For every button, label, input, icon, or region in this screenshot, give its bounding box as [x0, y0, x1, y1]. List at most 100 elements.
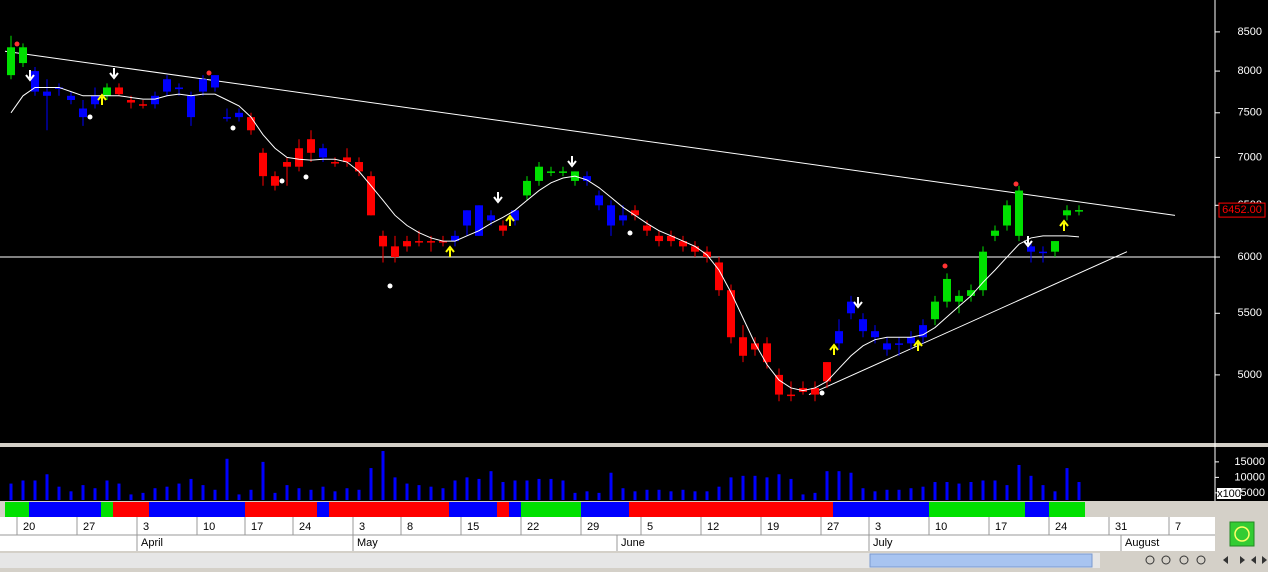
- x-tick-label: 7: [1175, 521, 1181, 533]
- volume-bar: [573, 492, 577, 500]
- volume-bar: [393, 477, 397, 500]
- volume-bar: [153, 488, 157, 500]
- trend-strip: [353, 502, 365, 517]
- candle-body: [799, 387, 807, 392]
- scroll-thumb[interactable]: [869, 553, 1093, 568]
- candle-body: [451, 235, 459, 242]
- trend-strip: [425, 502, 437, 517]
- candle-body: [1027, 246, 1035, 252]
- candle-body: [871, 331, 879, 338]
- candle-body: [1039, 251, 1047, 254]
- scroll-end-button[interactable]: [1251, 556, 1267, 564]
- volume-bar: [921, 486, 925, 500]
- candle-body: [19, 47, 27, 64]
- volume-bar: [1005, 485, 1009, 500]
- volume-bar: [717, 486, 721, 500]
- volume-bar: [285, 485, 289, 500]
- zoom-in-button[interactable]: [1196, 555, 1206, 565]
- zoom-in-button[interactable]: [1179, 555, 1189, 565]
- candle-body: [895, 343, 903, 345]
- trend-strip: [797, 502, 809, 517]
- x-tick-label: 31: [1115, 521, 1127, 533]
- scroll-right-button[interactable]: [1240, 556, 1245, 564]
- zoom-button[interactable]: [1161, 555, 1171, 565]
- trend-strip: [1049, 502, 1061, 517]
- candle-body: [811, 387, 819, 395]
- volume-bar: [993, 480, 997, 500]
- volume-bar: [357, 489, 361, 500]
- trend-strip: [773, 502, 785, 517]
- candle-body: [283, 162, 291, 167]
- trend-strip: [173, 502, 185, 517]
- candle-body: [187, 95, 195, 118]
- trend-strip: [89, 502, 101, 517]
- candle-body: [679, 241, 687, 247]
- volume-bar: [873, 491, 877, 500]
- candle-body: [943, 278, 951, 302]
- volume-bar: [201, 485, 205, 500]
- candle-body: [295, 148, 303, 167]
- scroll-left-button[interactable]: [1223, 556, 1228, 564]
- candle-body: [1075, 210, 1083, 212]
- volume-bar: [1017, 464, 1021, 500]
- volume-bar: [849, 472, 853, 500]
- trend-strip: [329, 502, 341, 517]
- candle-body: [619, 215, 627, 221]
- candle-body: [463, 210, 471, 226]
- candle-body: [367, 176, 375, 216]
- trend-strip: [521, 502, 533, 517]
- trend-line: [808, 251, 1128, 396]
- trend-strip: [713, 502, 725, 517]
- trend-strip: [221, 502, 233, 517]
- trend-strip: [77, 502, 89, 517]
- volume-bar: [417, 485, 421, 500]
- volume-bar: [57, 486, 61, 500]
- x-tick-label: 24: [1055, 521, 1067, 533]
- volume-bar: [213, 489, 217, 500]
- volume-unit: x100: [1217, 488, 1241, 500]
- signal-dot: [279, 178, 285, 184]
- trend-strip: [905, 502, 917, 517]
- x-tick-label: 24: [299, 521, 311, 533]
- trend-strip: [953, 502, 965, 517]
- trend-strip: [557, 502, 569, 517]
- volume-tick-label: 15000: [1234, 456, 1265, 468]
- candle-body: [727, 290, 735, 338]
- candle-body: [535, 166, 543, 181]
- volume-bar: [549, 478, 553, 500]
- candle-body: [667, 235, 675, 242]
- candle-body: [475, 205, 483, 236]
- volume-bar: [333, 491, 337, 500]
- trend-strip: [209, 502, 221, 517]
- volume-bar: [693, 491, 697, 500]
- candle-body: [1015, 190, 1023, 236]
- candle-body: [883, 343, 891, 350]
- trend-strip: [5, 502, 17, 517]
- volume-tick-label: 5000: [1241, 487, 1265, 499]
- trend-strip: [917, 502, 929, 517]
- volume-bar: [705, 491, 709, 500]
- candle-body: [331, 162, 339, 164]
- volume-bar: [441, 488, 445, 500]
- y-tick-label: 5000: [1238, 369, 1262, 381]
- volume-bar: [117, 483, 121, 500]
- price-marker-box: [1218, 202, 1266, 218]
- price-panel: [0, 0, 1268, 443]
- trend-strip: [761, 502, 773, 517]
- trend-strip: [197, 502, 209, 517]
- volume-bar: [633, 491, 637, 500]
- candle-body: [415, 241, 423, 243]
- candle-body: [115, 87, 123, 95]
- volume-bar: [621, 488, 625, 500]
- candle-body: [919, 325, 927, 338]
- status-icon[interactable]: [1229, 521, 1255, 547]
- trend-strip: [269, 502, 281, 517]
- candle-body: [547, 171, 555, 173]
- volume-bar: [561, 480, 565, 500]
- trend-strip: [17, 502, 29, 517]
- buy-arrow: [1059, 219, 1069, 231]
- signal-dot: [14, 41, 20, 47]
- volume-bar: [729, 477, 733, 500]
- zoom-out-button[interactable]: [1145, 555, 1155, 565]
